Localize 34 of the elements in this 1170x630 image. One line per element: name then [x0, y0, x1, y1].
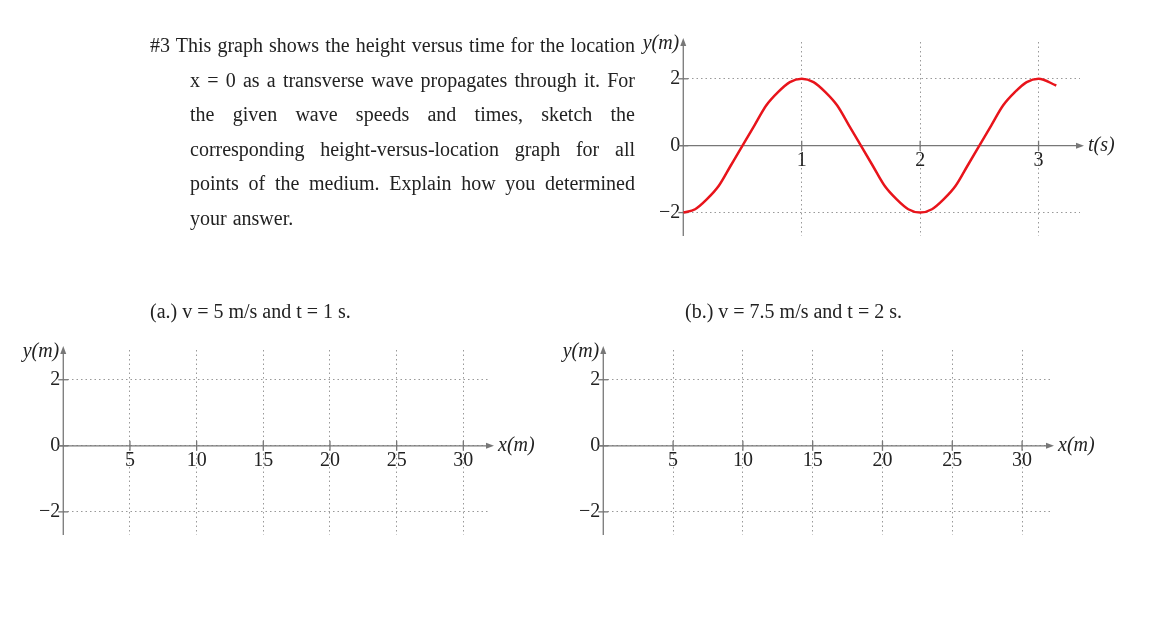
x-axis-title: t(s) [1088, 132, 1115, 156]
x-axis-title: x(m) [1057, 433, 1095, 457]
y-tick-label: −2 [39, 499, 61, 522]
x-tick-label: 15 [802, 448, 823, 471]
x-tick-label: 2 [915, 147, 926, 170]
x-tick-label: 15 [253, 448, 274, 471]
chart-title: (b.) v = 7.5 m/s and t = 2 s. [685, 300, 902, 323]
y-tick-label: −2 [579, 499, 601, 522]
x-tick-label: 5 [668, 448, 679, 471]
x-tick-label: 10 [732, 448, 753, 471]
y-tick-label: 0 [670, 132, 681, 155]
x-tick-label: 10 [186, 448, 207, 471]
x-tick-label: 30 [453, 448, 474, 471]
text: #3 This graph shows the height versus time for the location x = 0 as a transverse wave propagates through it. For the given wave speeds and times, sketch the corresponding height-versus-location graph for all points of the medium. Explain how you determined your answer. [150, 33, 635, 232]
x-tick-label: 25 [386, 448, 407, 471]
y-tick-label: 2 [670, 66, 681, 89]
y-axis-title: y(m) [640, 31, 680, 55]
line-series [683, 77, 1058, 214]
x-tick-label: 20 [872, 448, 893, 471]
y-axis-title: y(m) [560, 339, 600, 363]
y-tick-label: 2 [590, 366, 601, 389]
y-tick-label: 0 [50, 433, 61, 456]
y-tick-label: 0 [590, 433, 601, 456]
x-tick-label: 20 [319, 448, 340, 471]
y-tick-label: 2 [50, 366, 61, 389]
x-tick-label: 5 [124, 448, 135, 471]
x-tick-label: 3 [1033, 147, 1044, 170]
x-tick-label: 30 [1012, 448, 1033, 471]
x-tick-label: 25 [942, 448, 963, 471]
chart-title: (a.) v = 5 m/s and t = 1 s. [150, 300, 351, 323]
x-axis-title: x(m) [497, 433, 535, 457]
x-tick-label: 1 [796, 147, 807, 170]
y-tick-label: −2 [659, 199, 681, 222]
y-axis-title: y(m) [20, 339, 60, 363]
